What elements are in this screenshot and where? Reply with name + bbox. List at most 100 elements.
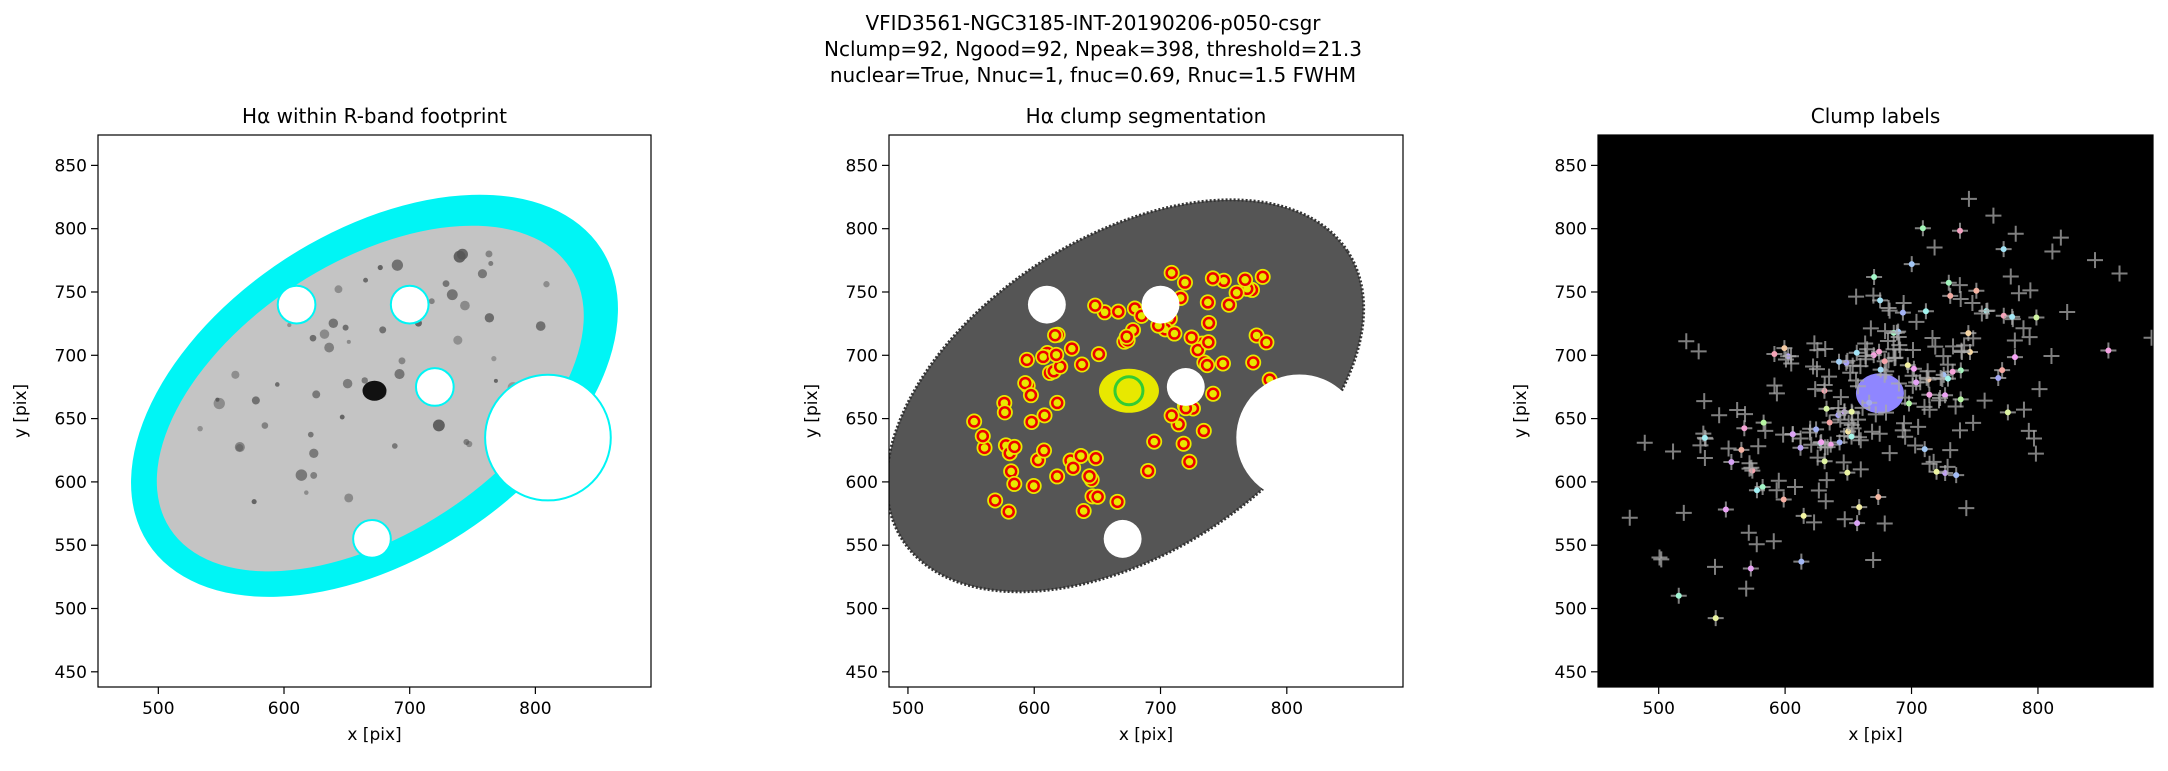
clump — [1075, 358, 1089, 371]
peak — [1842, 364, 1859, 381]
peak — [1953, 342, 1970, 359]
peak — [1979, 302, 1996, 319]
peak — [1939, 356, 1956, 373]
peak — [2043, 348, 2060, 365]
peak — [2044, 243, 2061, 260]
peak — [1720, 440, 1737, 457]
clump-label — [1798, 558, 1805, 565]
clump — [1025, 415, 1038, 429]
x-tick-label: 500 — [142, 699, 174, 719]
peak — [1871, 425, 1888, 442]
clump — [1048, 328, 1062, 342]
peak — [1926, 239, 1943, 256]
peak — [1892, 341, 1909, 358]
y-tick-label: 550 — [846, 536, 878, 556]
peak — [1809, 342, 1826, 359]
y-tick-label: 700 — [55, 346, 87, 366]
image-area — [889, 135, 1403, 687]
y-tick-label: 800 — [55, 220, 87, 240]
spot — [484, 313, 495, 323]
y-tick-label: 700 — [846, 346, 878, 366]
clump-label — [1926, 391, 1933, 398]
axes-frame — [97, 134, 652, 688]
clump-label — [1848, 433, 1855, 440]
clump-label — [1921, 446, 1928, 453]
peak — [2059, 303, 2076, 320]
clump-label — [1871, 273, 1878, 280]
spot — [543, 281, 550, 288]
clump-label — [1908, 261, 1915, 268]
axes-frame — [1597, 134, 2154, 688]
peak — [1787, 479, 1804, 496]
clump — [976, 429, 990, 443]
peak — [2007, 225, 2024, 242]
clump-label — [1722, 506, 1729, 513]
x-tick-label: 600 — [1769, 699, 1801, 719]
mask-hole — [414, 367, 455, 407]
clump-label — [1854, 520, 1861, 527]
spot — [442, 280, 450, 288]
clump-label — [1853, 349, 1860, 356]
peak — [1768, 482, 1785, 499]
clump — [1260, 336, 1273, 349]
y-tick-label: 850 — [55, 156, 87, 176]
spot — [391, 443, 398, 449]
spot — [460, 300, 470, 311]
clump — [1141, 464, 1155, 478]
y-tick-label: 600 — [55, 473, 87, 493]
clump-label — [1856, 504, 1863, 511]
peak — [1910, 418, 1927, 435]
y-axis-label: y [pix] — [11, 384, 31, 438]
peak — [2022, 282, 2039, 299]
peak — [1935, 348, 1952, 365]
clump — [1038, 409, 1051, 422]
y-tick-label: 800 — [1555, 220, 1587, 240]
y-axis-label: y [pix] — [1511, 384, 1531, 438]
mask-hole — [352, 519, 392, 559]
peak — [1919, 363, 1936, 380]
x-tick-label: 700 — [1144, 699, 1176, 719]
spot — [453, 250, 466, 263]
clump — [1008, 477, 1021, 491]
spot — [342, 324, 349, 331]
peak — [1809, 449, 1826, 466]
clump — [1200, 358, 1214, 372]
clump — [988, 494, 1002, 507]
x-tick-label: 800 — [1271, 699, 1303, 719]
clump — [1036, 350, 1050, 364]
axes-title: Clump labels — [1811, 104, 1941, 128]
peak — [1690, 343, 1707, 360]
peak — [1880, 300, 1897, 317]
y-tick-label: 450 — [846, 663, 878, 683]
y-tick-label: 750 — [1555, 283, 1587, 303]
spot — [363, 277, 369, 283]
clump — [1074, 449, 1088, 463]
clump-label — [1781, 345, 1788, 352]
clump — [1201, 296, 1215, 309]
image-area — [98, 135, 651, 687]
clump-label — [1973, 287, 1980, 294]
peak — [1816, 376, 1833, 393]
peak — [1832, 389, 1849, 406]
peak — [1675, 504, 1692, 521]
y-tick-label: 500 — [55, 600, 87, 620]
clump — [1083, 470, 1096, 483]
y-tick-label: 750 — [846, 283, 878, 303]
clump-label — [1675, 592, 1682, 599]
spot — [304, 490, 309, 495]
spot — [394, 369, 405, 380]
peak — [1665, 443, 1682, 460]
spot — [234, 442, 245, 453]
clump-label — [1823, 405, 1830, 412]
x-tick-label: 600 — [1018, 699, 1050, 719]
spot — [319, 329, 330, 339]
spot — [463, 439, 470, 445]
peak — [1852, 461, 1869, 478]
peak — [1985, 207, 2002, 224]
clump-label — [1875, 493, 1882, 500]
peak — [1653, 551, 1670, 568]
peak — [1976, 392, 1993, 409]
peak — [1942, 442, 1959, 459]
peak — [1807, 381, 1824, 398]
clump-label — [1904, 362, 1911, 369]
